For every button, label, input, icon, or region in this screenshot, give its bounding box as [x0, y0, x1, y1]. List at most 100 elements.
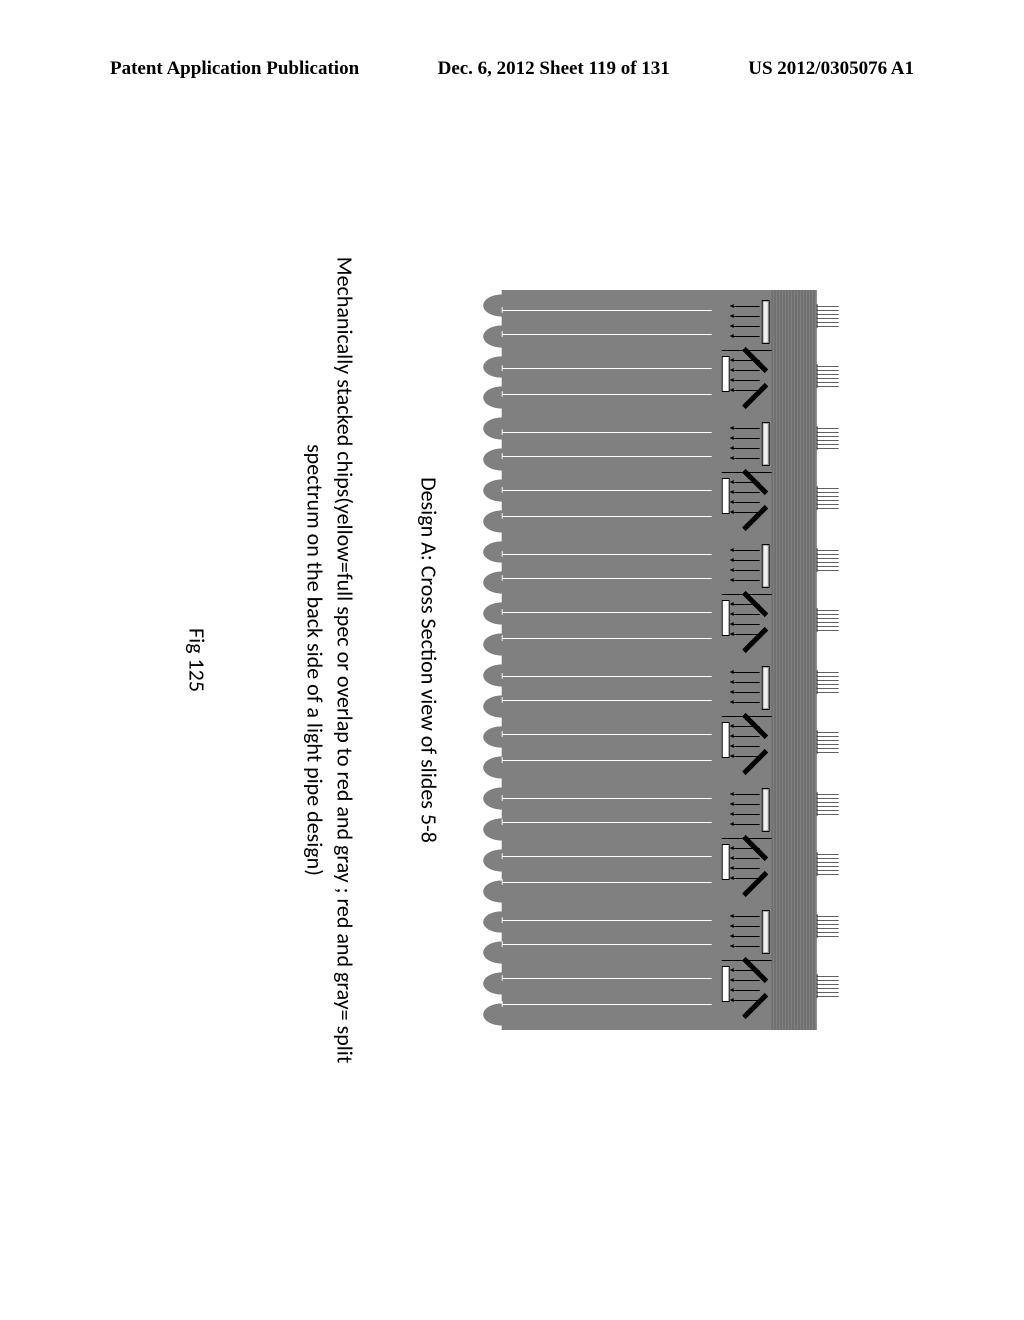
incident-light-rays: [817, 290, 839, 1030]
ray-group: [817, 916, 839, 937]
cell-arrow: [732, 756, 760, 757]
gray-chip: [722, 478, 730, 514]
figure-area: Design A: Cross Section view of slides 5…: [140, 230, 860, 1090]
gray-chip: [722, 722, 730, 758]
header-left: Patent Application Publication: [110, 58, 359, 80]
yellow-chip: [762, 910, 770, 954]
cell-arrow: [732, 492, 760, 493]
yellow-chip: [762, 300, 770, 344]
mirror-right: [742, 871, 768, 897]
ray-group: [817, 550, 839, 571]
cell-arrow: [732, 1000, 760, 1001]
light-pipe-arrow: [501, 676, 712, 677]
cell-divider: [722, 594, 772, 595]
cell-arrow: [732, 804, 760, 805]
light-pipe-arrow: [501, 760, 712, 761]
cell-arrow: [732, 512, 760, 513]
cell-arrow: [732, 390, 760, 391]
mirror-right: [742, 505, 768, 531]
cell-arrow: [732, 726, 760, 727]
light-pipe-arrow: [501, 490, 712, 491]
header-center: Dec. 6, 2012 Sheet 119 of 131: [438, 58, 670, 80]
light-pipe-arrow: [501, 456, 712, 457]
cell-unit: [712, 416, 772, 538]
cell-arrow: [732, 794, 760, 795]
yellow-chip: [762, 666, 770, 710]
light-pipe-arrow: [501, 432, 712, 433]
diagram-caption-description: Mechanically stacked chips(yellow=full s…: [300, 250, 359, 1070]
cell-arrow: [732, 560, 760, 561]
mirror-right: [742, 383, 768, 409]
yellow-chip: [762, 788, 770, 832]
yellow-chip: [762, 422, 770, 466]
cell-divider: [722, 350, 772, 351]
gray-chip: [722, 966, 730, 1002]
header-right: US 2012/0305076 A1: [748, 58, 914, 80]
page-header: Patent Application Publication Dec. 6, 2…: [0, 58, 1024, 80]
cell-arrow: [732, 970, 760, 971]
ray-group: [817, 794, 839, 815]
light-pipe-arrow: [501, 798, 712, 799]
cell-arrow: [732, 936, 760, 937]
ray-group: [817, 854, 839, 875]
cell-arrow: [732, 570, 760, 571]
cell-unit: [712, 904, 772, 1026]
cell-arrow: [732, 550, 760, 551]
mirror-right: [742, 749, 768, 775]
cell-arrow: [732, 336, 760, 337]
cell-arrow: [732, 634, 760, 635]
cell-arrow: [732, 428, 760, 429]
cell-arrow: [732, 702, 760, 703]
cell-unit: [712, 782, 772, 904]
light-pipe-arrow: [501, 734, 712, 735]
light-pipe-arrow: [501, 310, 712, 311]
cell-arrow: [732, 370, 760, 371]
figure-number-label: Fig 125: [183, 628, 210, 692]
light-pipe-arrow: [501, 856, 712, 857]
cell-arrow: [732, 604, 760, 605]
cell-arrow: [732, 746, 760, 747]
cell-arrow: [732, 980, 760, 981]
gray-chip: [722, 600, 730, 636]
ray-group: [817, 672, 839, 693]
cell-arrow: [732, 926, 760, 927]
cell-arrow: [732, 814, 760, 815]
chip-cells-row: [712, 290, 772, 1030]
ray-group: [817, 306, 839, 327]
cell-arrow: [732, 858, 760, 859]
cell-arrow: [732, 502, 760, 503]
mirror-right: [742, 993, 768, 1019]
cell-arrow: [732, 878, 760, 879]
light-pipe-arrow: [501, 822, 712, 823]
cell-arrow: [732, 482, 760, 483]
gray-chip: [722, 356, 730, 392]
cell-arrow: [732, 448, 760, 449]
cell-divider: [722, 960, 772, 961]
ray-group: [817, 428, 839, 449]
cell-divider: [722, 472, 772, 473]
cell-arrow: [732, 458, 760, 459]
yellow-chip: [762, 544, 770, 588]
light-pipe-arrow: [501, 394, 712, 395]
light-pipes-region: [477, 290, 712, 1030]
cell-arrow: [732, 692, 760, 693]
light-pipe-arrow: [501, 554, 712, 555]
cell-arrow: [732, 326, 760, 327]
rotated-figure-content: Design A: Cross Section view of slides 5…: [183, 230, 816, 1090]
cell-arrow: [732, 306, 760, 307]
cell-arrow: [732, 316, 760, 317]
cell-arrow: [732, 380, 760, 381]
diagram-caption-a: Design A: Cross Section view of slides 5…: [416, 477, 443, 843]
cell-arrow: [732, 824, 760, 825]
cell-arrow: [732, 848, 760, 849]
cell-arrow: [732, 360, 760, 361]
cell-unit: [712, 660, 772, 782]
light-pipe-arrow: [501, 978, 712, 979]
ray-group: [817, 610, 839, 631]
light-pipe-arrow: [501, 368, 712, 369]
ray-group: [817, 732, 839, 753]
light-pipe-arrow: [501, 700, 712, 701]
cell-arrow: [732, 438, 760, 439]
light-pipe-arrow: [501, 612, 712, 613]
gray-chip: [722, 844, 730, 880]
